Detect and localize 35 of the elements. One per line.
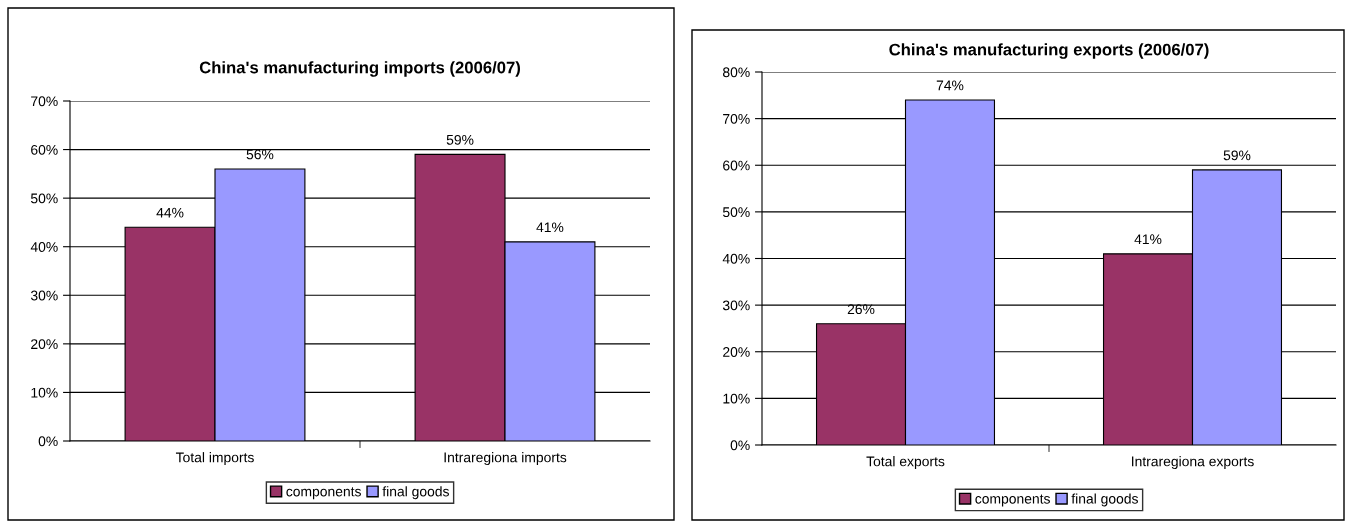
data-label: 59% <box>446 134 474 145</box>
x-tick-label: Intraregiona imports <box>444 452 567 466</box>
y-tick-label: 20% <box>31 339 58 350</box>
data-label: 44% <box>156 207 184 218</box>
legend-label: components <box>975 494 1050 507</box>
y-tick-label: 60% <box>723 160 750 171</box>
y-tick-label: 50% <box>30 193 58 204</box>
data-label: 59% <box>1223 150 1251 161</box>
x-tick-label: Total imports <box>175 452 254 466</box>
y-tick-label: 50% <box>722 207 750 218</box>
x-tick-label: Total exports <box>866 456 945 470</box>
data-label: 41% <box>536 222 564 233</box>
y-tick-label: 30% <box>30 290 58 301</box>
y-tick-label: 70% <box>723 113 750 124</box>
legend-label: final goods <box>1071 493 1138 507</box>
y-tick-label: 40% <box>722 253 750 264</box>
y-tick-label: 0% <box>38 436 58 447</box>
legend-label: final goods <box>382 486 449 500</box>
y-tick-label: 10% <box>723 393 750 404</box>
data-label: 74% <box>936 80 964 91</box>
data-label: 41% <box>1134 234 1162 245</box>
x-tick-label: Intraregiona exports <box>1132 456 1254 470</box>
legend-label: components <box>286 487 361 500</box>
chart-title: China's manufacturing exports (2006/07) <box>889 43 1209 59</box>
y-tick-label: 70% <box>31 96 58 107</box>
y-tick-label: 80% <box>723 67 750 78</box>
y-tick-label: 30% <box>722 300 750 311</box>
y-tick-label: 10% <box>31 387 58 398</box>
data-label: 56% <box>246 149 274 160</box>
y-tick-label: 60% <box>31 144 58 155</box>
y-tick-label: 0% <box>730 440 750 451</box>
data-label: 26% <box>847 304 875 315</box>
y-tick-label: 40% <box>30 242 58 252</box>
y-tick-label: 20% <box>723 347 750 357</box>
chart-title: China's manufacturing imports (2006/07) <box>199 61 520 77</box>
